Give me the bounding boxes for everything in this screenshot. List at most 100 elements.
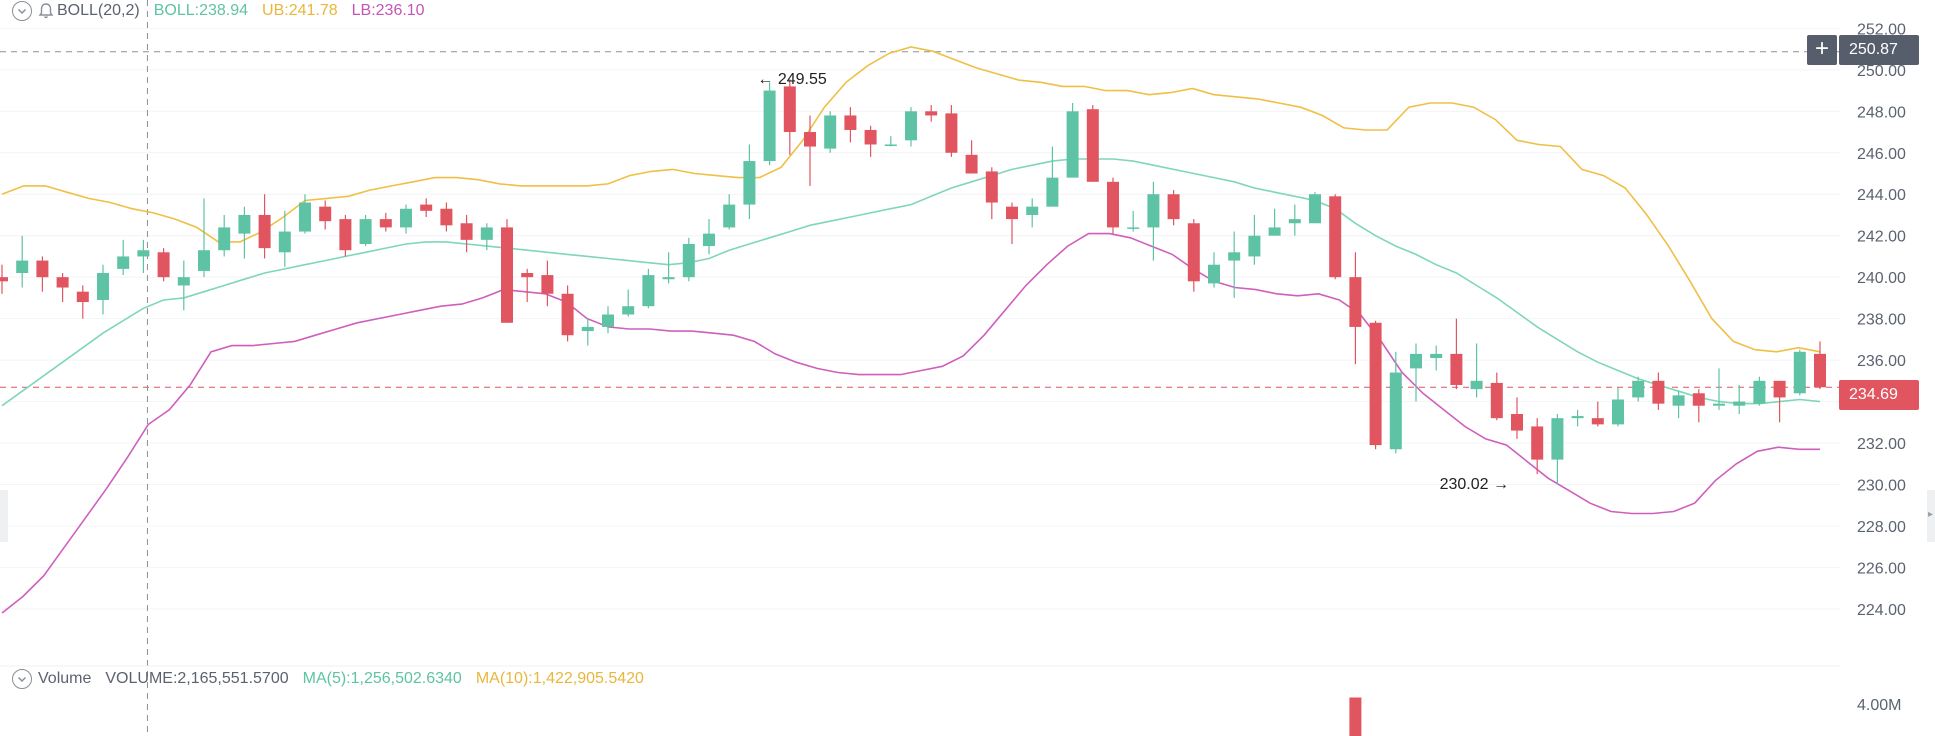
ub-value: UB:241.78 — [262, 2, 338, 19]
candle — [1632, 376, 1645, 402]
boll-indicator-label: BOLL(20,2) — [57, 2, 140, 19]
candle — [844, 107, 857, 143]
y-axis-tick-label: 240.00 — [1857, 270, 1906, 287]
candle-body — [359, 219, 372, 244]
candle — [1692, 389, 1705, 423]
candle-body — [642, 275, 655, 307]
candle — [804, 115, 816, 186]
candle — [1652, 372, 1665, 410]
candle-body — [965, 154, 978, 174]
candle-body — [1228, 252, 1241, 261]
candle-body — [420, 204, 433, 211]
candle-body — [1470, 380, 1483, 390]
candle — [642, 268, 655, 309]
y-axis-tick-label: 236.00 — [1857, 353, 1906, 370]
candle — [319, 200, 332, 230]
candle-body — [864, 129, 877, 145]
y-axis-tick-label: 238.00 — [1857, 312, 1906, 329]
candle-body — [884, 144, 897, 146]
candle-body — [1672, 395, 1685, 406]
candle-body — [1127, 227, 1140, 229]
candle — [945, 105, 958, 157]
candle — [1107, 177, 1119, 234]
volume-bar — [1349, 697, 1362, 736]
candle-body — [1046, 177, 1059, 207]
candle-body — [905, 111, 917, 141]
candle-body — [157, 252, 170, 278]
candle — [501, 219, 513, 323]
boll-mid-line — [1, 158, 1821, 407]
collapse-volume-chevron-icon[interactable] — [12, 669, 32, 689]
candle — [1733, 384, 1746, 415]
add-alert-plus-button[interactable]: + — [1807, 35, 1837, 65]
candle — [743, 144, 756, 220]
candle-body — [1571, 416, 1584, 419]
price-annotations: ← 249.55 230.02 → — [757, 71, 1509, 493]
candle — [157, 248, 170, 282]
candle-body — [1349, 277, 1362, 327]
candle-body — [1066, 111, 1079, 178]
price-extreme-annotation: ← 249.55 — [757, 71, 826, 88]
candle-body — [379, 219, 392, 228]
candle — [1268, 208, 1281, 236]
candle-body — [521, 273, 534, 278]
candle-body — [1147, 194, 1160, 228]
collapse-boll-chevron-icon[interactable] — [12, 1, 32, 21]
candle — [703, 219, 715, 255]
candle — [1349, 252, 1362, 365]
candle-body — [1773, 380, 1786, 398]
candle — [1551, 414, 1564, 485]
candle — [824, 111, 837, 153]
y-axis-tick-label: 242.00 — [1857, 229, 1906, 246]
candle-body — [1733, 401, 1746, 406]
candle — [905, 107, 917, 147]
candle-body — [1692, 393, 1705, 406]
candle — [420, 198, 433, 218]
right-drawer-handle[interactable]: ▸ — [1927, 490, 1935, 542]
candle — [682, 237, 695, 282]
candle-body — [925, 111, 938, 116]
candle-body — [561, 293, 574, 336]
candle-body — [682, 243, 695, 278]
candle-body — [1006, 206, 1018, 220]
candle-body — [844, 115, 857, 130]
candle-body — [198, 250, 210, 271]
candle — [521, 268, 534, 303]
y-axis-tick-label: 248.00 — [1857, 104, 1906, 121]
candle — [177, 260, 190, 311]
candle-body — [1591, 418, 1604, 425]
candle — [602, 306, 614, 334]
candle — [1147, 181, 1160, 261]
candle-body — [76, 291, 89, 303]
candle-body — [400, 208, 412, 228]
boll-upper-line — [1, 46, 1821, 353]
candle-body — [804, 132, 816, 147]
candle — [1713, 368, 1725, 410]
candle — [561, 285, 574, 342]
candle-body — [1208, 264, 1220, 284]
candle — [723, 194, 736, 230]
candle — [36, 256, 49, 292]
candle-body — [945, 113, 958, 153]
candle — [965, 140, 978, 174]
candle-body — [541, 275, 554, 294]
candle — [400, 204, 412, 234]
candle — [460, 214, 473, 253]
candle — [1329, 194, 1342, 280]
candle-body — [1753, 380, 1766, 404]
boll-lower-line — [1, 232, 1820, 614]
boll-legend: BOLL(20,2) BOLL:238.94 UB:241.78 LB:236.… — [12, 0, 439, 22]
left-drawer-handle[interactable] — [0, 490, 8, 542]
candle — [1450, 318, 1463, 390]
candle — [622, 289, 635, 317]
bell-icon[interactable] — [38, 2, 54, 20]
candle — [117, 239, 130, 276]
candle-body — [1814, 353, 1826, 388]
candle-body — [743, 161, 756, 205]
candle — [1046, 146, 1059, 207]
candle — [1187, 219, 1200, 292]
y-axis-tick-label: 246.00 — [1857, 146, 1906, 163]
candle — [359, 214, 372, 247]
candle — [56, 273, 69, 303]
